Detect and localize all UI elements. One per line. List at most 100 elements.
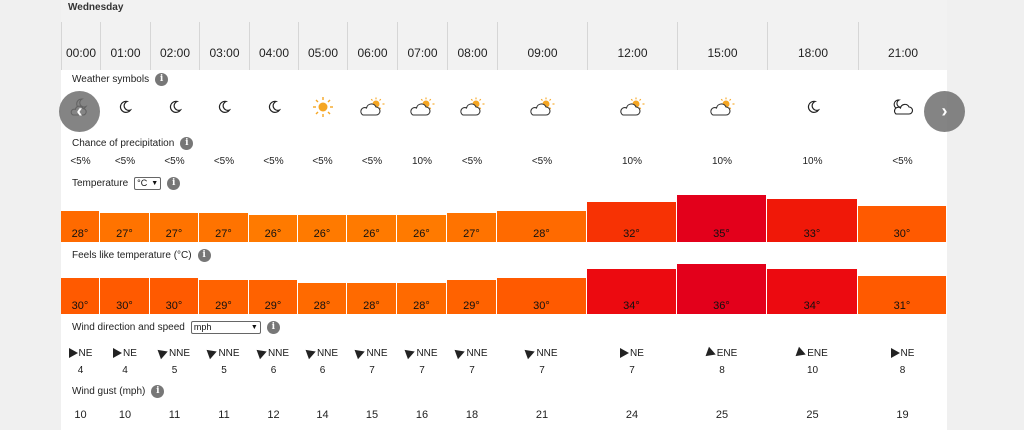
- temperature-value: 26°: [264, 227, 282, 240]
- precip-value: 10%: [621, 156, 642, 167]
- wind-cell: NNE 5: [199, 346, 249, 376]
- wind-direction: NNE: [447, 346, 497, 360]
- temperature-value: 27°: [463, 227, 480, 240]
- weather-symbols-label: Weather symbols i: [72, 73, 169, 86]
- precip-value: <5%: [892, 156, 913, 167]
- temperature-value: 26°: [363, 227, 380, 240]
- precip-value: <5%: [263, 156, 284, 167]
- wind-arrow-icon: [890, 348, 900, 358]
- wind-arrow-icon: [524, 346, 537, 360]
- wind-speed: 6: [270, 365, 277, 376]
- time-label: 15:00: [677, 22, 767, 70]
- moon-icon: [767, 93, 858, 121]
- temperature-bar: 26°: [397, 215, 447, 242]
- day-header: [61, 0, 947, 70]
- gust-value: 15: [365, 409, 379, 421]
- time-label: 05:00: [298, 22, 347, 70]
- feels-value: 30°: [71, 299, 89, 312]
- wind-direction: NE: [100, 347, 150, 359]
- feels-bar: 30°: [497, 278, 587, 314]
- time-label: 07:00: [397, 22, 447, 70]
- feels-bar: 34°: [587, 268, 677, 314]
- gust-value: 16: [415, 409, 429, 421]
- temperature-bar: 28°: [497, 210, 587, 242]
- precip-value: 10%: [802, 156, 823, 167]
- temperature-value: 26°: [413, 227, 430, 240]
- next-button[interactable]: ›: [924, 91, 965, 132]
- gust-value: 19: [896, 409, 909, 421]
- info-icon[interactable]: i: [197, 249, 211, 262]
- sun-cloud-icon: [587, 93, 677, 121]
- temp-unit-select[interactable]: °C ▼: [134, 177, 162, 190]
- feels-bar: 28°: [397, 282, 447, 314]
- moon-icon: [100, 93, 150, 121]
- moon-icon: [199, 93, 249, 121]
- temperature-value: 28°: [533, 227, 550, 240]
- temperature-bar: 26°: [298, 215, 347, 242]
- time-label: 09:00: [497, 22, 587, 70]
- precip-value: <5%: [361, 156, 383, 167]
- wind-cell: NE 4: [100, 347, 150, 376]
- wind-direction-label: NE: [123, 347, 137, 359]
- wind-direction: NNE: [497, 346, 587, 360]
- precip-value: <5%: [531, 156, 553, 167]
- info-icon[interactable]: i: [180, 137, 194, 150]
- gust-value: 25: [806, 409, 819, 421]
- feels-bar: 36°: [677, 264, 767, 314]
- wind-speed: 5: [171, 365, 178, 376]
- precip-value: <5%: [461, 156, 483, 167]
- wind-direction-label: NE: [78, 347, 93, 359]
- wind-direction-label: NNE: [466, 347, 488, 359]
- time-label: 02:00: [150, 22, 199, 70]
- feels-bar: 28°: [347, 282, 397, 314]
- temperature-label: Temperature °C ▼ i: [72, 177, 181, 190]
- wind-direction-label: ENE: [716, 347, 738, 359]
- temperature-bar: 27°: [199, 213, 249, 242]
- temperature-bar: 27°: [447, 213, 497, 242]
- precip-value: 10%: [411, 156, 432, 167]
- time-label: 01:00: [100, 22, 150, 70]
- feels-bar: 30°: [61, 278, 100, 314]
- wind-direction-label: NNE: [316, 347, 339, 359]
- wind-cell: NNE 7: [347, 346, 397, 376]
- temperature-bar: 27°: [150, 213, 199, 242]
- info-icon[interactable]: i: [266, 321, 280, 334]
- feels-value: 29°: [215, 299, 232, 312]
- wind-direction-label: ENE: [807, 347, 828, 359]
- info-icon[interactable]: i: [151, 385, 165, 398]
- wind-arrow-icon: [305, 346, 318, 360]
- wind-text: Wind direction and speed: [72, 322, 185, 333]
- sun-icon: [298, 93, 347, 121]
- temperature-value: 28°: [71, 227, 89, 240]
- feels-bar: 29°: [249, 280, 298, 314]
- temperature-bar: 30°: [858, 206, 947, 242]
- wind-unit-select[interactable]: mph ▼: [190, 321, 261, 334]
- feels-bar: 29°: [447, 280, 497, 314]
- wind-arrow-icon: [206, 346, 219, 360]
- wind-cell: NNE 7: [397, 346, 447, 376]
- info-icon[interactable]: i: [167, 177, 181, 190]
- gust-value: 12: [267, 409, 280, 421]
- info-icon[interactable]: i: [155, 73, 169, 86]
- feels-bar: 28°: [298, 282, 347, 314]
- wind-speed: 6: [319, 365, 326, 376]
- prev-button[interactable]: ‹: [59, 91, 100, 132]
- wind-direction: NE: [61, 347, 100, 359]
- temperature-bar: 26°: [347, 215, 397, 242]
- temperature-bar: 33°: [767, 199, 858, 242]
- gust-label: Wind gust (mph) i: [72, 385, 165, 398]
- temperature-value: 30°: [893, 227, 911, 240]
- wind-direction: NNE: [199, 346, 249, 360]
- temperature-value: 35°: [713, 227, 730, 240]
- temperature-value: 26°: [313, 227, 331, 240]
- wind-direction-label: NE: [630, 347, 644, 359]
- temperature-bar: 32°: [587, 201, 677, 242]
- gust-value: 21: [535, 409, 549, 421]
- precip-value: 10%: [711, 156, 732, 167]
- wind-speed: 7: [629, 365, 635, 376]
- wind-direction-label: NE: [900, 347, 915, 359]
- temperature-value: 33°: [803, 227, 821, 240]
- temperature-bar: 27°: [100, 213, 150, 242]
- temperature-value: 27°: [215, 227, 232, 240]
- feels-text: Feels like temperature (°C): [72, 250, 192, 261]
